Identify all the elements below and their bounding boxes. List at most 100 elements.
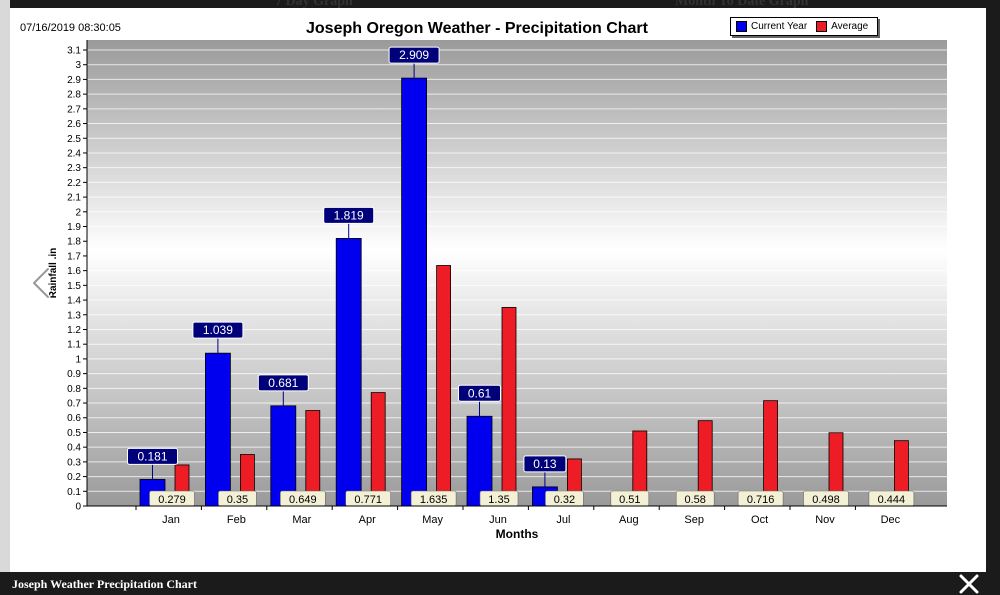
data-label-box-current-year — [323, 206, 375, 224]
bar-current-year — [335, 238, 362, 507]
y-tick-label: 1.1 — [67, 340, 81, 351]
data-label-average: 0.649 — [289, 494, 317, 506]
y-tick-label: 1.5 — [67, 281, 81, 292]
background-month-to-date-title: Month To Date Graph — [675, 0, 809, 9]
x-tick-label: May — [422, 514, 443, 526]
timestamp: 07/16/2019 08:30:05 — [20, 22, 121, 34]
x-axis-ticks: Jan Feb Mar Apr May Jun Jul Aug Sep Oct Nov Dec — [135, 506, 901, 526]
x-tick-label: Jun — [489, 514, 507, 526]
y-tick-label: 0.3 — [67, 457, 81, 468]
y-tick-label: 0.2 — [67, 472, 81, 483]
y-tick-label: 1 — [75, 354, 81, 365]
data-label-current-year: 0.181 — [137, 449, 167, 463]
x-tick-label: Apr — [359, 514, 376, 526]
bar-average — [763, 400, 778, 507]
data-label-box-current-year — [523, 455, 567, 473]
x-tick-label: Nov — [815, 514, 835, 526]
y-tick-label: 0.5 — [67, 428, 81, 439]
data-label-average: 0.771 — [354, 494, 382, 506]
y-tick-label: 0.8 — [67, 384, 81, 395]
data-label-current-year: 1.039 — [203, 323, 233, 337]
data-label-current-year: 0.13 — [533, 457, 557, 471]
y-axis-ticks: 0 0.1 0.2 0.3 0.4 0.5 0.6 0.7 0.8 0.9 1 1.1 1.2 1.3 1.… — [67, 46, 87, 513]
data-label-box-current-year — [458, 384, 501, 402]
bars — [139, 77, 909, 507]
x-tick-label: Jan — [162, 514, 180, 526]
data-label-average: 1.35 — [488, 494, 509, 506]
data-label-average: 0.58 — [684, 494, 705, 506]
y-tick-label: 1.9 — [67, 222, 81, 233]
legend-label-current-year: Current Year — [751, 21, 808, 32]
y-tick-label: 2.1 — [67, 193, 81, 204]
legend-swatch-average — [816, 21, 828, 32]
y-tick-label: 2.4 — [67, 148, 81, 159]
y-tick-label: 1.3 — [67, 310, 81, 321]
bar-average — [436, 265, 452, 507]
x-tick-label: Mar — [292, 514, 311, 526]
y-tick-label: 2.9 — [67, 75, 81, 86]
y-tick-label: 3.1 — [67, 46, 81, 57]
y-tick-label: 2.6 — [67, 119, 81, 130]
data-label-average: 1.635 — [420, 494, 448, 506]
data-label-current-year: 0.61 — [468, 386, 492, 400]
data-label-box-current-year — [388, 46, 440, 64]
bar-average — [501, 307, 517, 507]
data-label-current-year: 1.819 — [334, 208, 364, 222]
y-tick-label: 1.7 — [67, 251, 81, 262]
data-label-box-current-year — [127, 447, 178, 465]
chart-modal: 07/16/2019 08:30:05 Joseph Oregon Weathe… — [10, 8, 986, 572]
data-label-average: 0.51 — [619, 494, 640, 506]
y-tick-label: 0.4 — [67, 443, 81, 454]
legend-label-average: Average — [831, 21, 869, 32]
data-label-box-current-year — [192, 321, 244, 339]
y-tick-label: 1.6 — [67, 266, 81, 277]
x-tick-label: Dec — [881, 514, 901, 526]
bar-average — [370, 392, 386, 507]
data-label-current-year: 2.909 — [399, 48, 429, 62]
chart-legend: Current Year Average — [730, 17, 878, 36]
chart-title: Joseph Oregon Weather - Precipitation Ch… — [306, 20, 649, 37]
data-label-average: 0.498 — [812, 494, 840, 506]
modal-caption: Joseph Weather Precipitation Chart — [12, 577, 197, 591]
y-tick-label: 1.2 — [67, 325, 81, 336]
y-tick-label: 0.6 — [67, 413, 81, 424]
data-label-average: 0.32 — [554, 494, 575, 506]
x-tick-label: Sep — [684, 514, 704, 526]
y-tick-label: 2.3 — [67, 163, 81, 174]
bar-current-year — [204, 352, 231, 507]
data-label-average: 0.35 — [227, 494, 248, 506]
data-labels: 0.181 0.279 1.039 0.35 0.681 0.649 1.819 0.771 2… — [127, 46, 915, 507]
chevron-left-icon[interactable] — [28, 266, 54, 300]
bar-current-year — [270, 405, 297, 507]
x-tick-label: Jul — [556, 514, 570, 526]
data-label-average: 0.279 — [158, 494, 186, 506]
x-tick-label: Oct — [751, 514, 768, 526]
y-tick-label: 0.7 — [67, 399, 81, 410]
y-axis-label: Rainfall .in — [48, 248, 59, 299]
modal-footer: Joseph Weather Precipitation Chart — [0, 572, 1000, 594]
y-tick-label: 2 — [75, 207, 81, 218]
x-axis-label: Months — [496, 527, 539, 541]
x-tick-label: Feb — [227, 514, 246, 526]
close-icon[interactable] — [958, 573, 980, 595]
data-label-box-current-year — [257, 374, 309, 392]
page-background-edge — [0, 0, 10, 594]
y-tick-label: 0 — [75, 502, 81, 513]
data-label-average: 0.444 — [878, 494, 906, 506]
x-tick-label: Aug — [619, 514, 639, 526]
y-tick-label: 0.1 — [67, 487, 81, 498]
legend-swatch-current-year — [736, 21, 747, 32]
bar-current-year — [401, 77, 428, 507]
y-tick-label: 1.8 — [67, 237, 81, 248]
y-tick-label: 2.5 — [67, 134, 81, 145]
data-label-average: 0.716 — [747, 494, 775, 506]
y-tick-label: 0.9 — [67, 369, 81, 380]
data-label-current-year: 0.681 — [268, 376, 298, 390]
background-7-day-graph-title: 7 Day Graph — [275, 0, 353, 9]
y-tick-label: 2.8 — [67, 90, 81, 101]
y-tick-label: 1.4 — [67, 296, 81, 307]
y-tick-label: 3 — [75, 60, 81, 71]
y-tick-label: 2.7 — [67, 104, 81, 115]
y-tick-label: 2.2 — [67, 178, 81, 189]
precipitation-chart: Joseph Oregon Weather - Precipitation Ch… — [48, 20, 947, 541]
